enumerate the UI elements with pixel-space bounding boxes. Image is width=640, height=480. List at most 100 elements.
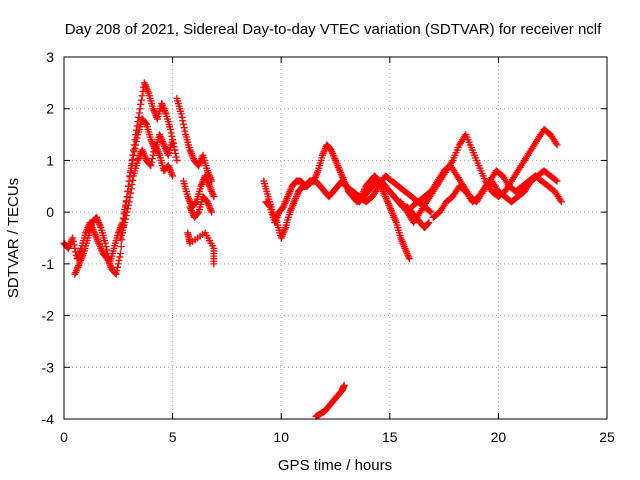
data-point [194, 209, 202, 217]
data-point [122, 215, 130, 223]
data-point [171, 150, 179, 158]
data-point [177, 110, 185, 118]
data-point [192, 199, 200, 207]
y-tick-label: -1 [42, 256, 55, 272]
data-point [128, 181, 136, 189]
data-point [118, 236, 126, 244]
data-point [167, 129, 175, 137]
x-axis-label: GPS time / hours [278, 457, 392, 474]
data-point [130, 141, 138, 149]
data-point [115, 256, 123, 264]
data-point [69, 237, 77, 245]
series-track-l [408, 162, 565, 211]
data-point [130, 148, 138, 156]
data-point [142, 119, 150, 127]
series-track-m [429, 167, 561, 221]
data-point [129, 176, 137, 184]
data-point [123, 208, 131, 216]
series-track-n [312, 381, 348, 420]
data-point [112, 270, 120, 278]
data-point [425, 218, 433, 226]
data-point [114, 263, 122, 271]
data-point [169, 139, 177, 147]
y-axis-label: SDTVAR / TECUs [5, 178, 22, 298]
data-point [178, 113, 186, 121]
data-point [125, 198, 133, 206]
data-point [173, 156, 181, 164]
data-point [179, 120, 187, 128]
data-point [132, 131, 140, 139]
data-point [210, 260, 218, 268]
data-point [138, 92, 146, 100]
x-tick-label: 20 [491, 429, 507, 445]
data-point [135, 113, 143, 121]
series-track-e [179, 172, 218, 211]
data-point [210, 193, 218, 201]
data-point [405, 255, 413, 263]
x-tick-label: 15 [382, 429, 398, 445]
grid-lines [64, 57, 607, 419]
data-point [181, 127, 189, 135]
axis-ticks: 0 5 10 15 20 25 -4 -3 -2 -1 0 1 2 3 [42, 49, 615, 445]
data-point [340, 381, 348, 389]
series-track-c [116, 141, 177, 242]
data-point [116, 253, 124, 261]
data-point [552, 176, 560, 184]
data-point [427, 208, 435, 216]
data-point [424, 219, 432, 227]
data-point [136, 105, 144, 113]
series-track-i [262, 141, 413, 263]
data-point [137, 96, 145, 104]
data-point [103, 246, 111, 254]
data-point [553, 177, 561, 185]
data-point [137, 100, 145, 108]
data-point [148, 155, 156, 163]
chart-title: Day 208 of 2021, Sidereal Day-to-day VTE… [65, 21, 602, 38]
series-track-a [60, 115, 181, 278]
data-point [102, 243, 110, 251]
data-point [114, 260, 122, 268]
data-point [172, 153, 180, 161]
data-point [147, 162, 155, 170]
y-tick-label: 1 [46, 152, 54, 168]
x-tick-label: 25 [599, 429, 615, 445]
data-point [131, 144, 139, 152]
data-point [168, 132, 176, 140]
data-point [101, 239, 109, 247]
data-point [208, 208, 216, 216]
data-point [133, 122, 141, 130]
data-point [70, 241, 78, 249]
data-point [121, 218, 129, 226]
data-marks [60, 79, 565, 420]
y-tick-label: 2 [46, 101, 54, 117]
data-point [180, 124, 188, 132]
y-tick-label: -2 [42, 308, 55, 324]
data-point [127, 189, 135, 197]
x-tick-label: 0 [60, 429, 68, 445]
data-point [126, 193, 134, 201]
data-point [266, 202, 274, 210]
series-track-f [186, 193, 216, 221]
data-point [170, 143, 178, 151]
data-point [179, 117, 187, 125]
data-point [71, 244, 79, 252]
y-tick-label: -3 [42, 359, 55, 375]
data-point [129, 151, 137, 159]
y-tick-label: -4 [42, 411, 55, 427]
y-tick-label: 0 [46, 204, 54, 220]
data-point [169, 136, 177, 144]
data-point [171, 146, 179, 154]
data-point [166, 125, 174, 133]
data-point [169, 172, 177, 180]
series-track-g [184, 229, 218, 268]
plot-frame [63, 56, 608, 420]
x-tick-label: 5 [169, 429, 177, 445]
data-point [149, 151, 157, 159]
data-point [117, 243, 125, 251]
data-point [124, 205, 132, 213]
data-point [135, 109, 143, 117]
data-point [557, 198, 565, 206]
data-point [130, 146, 138, 154]
data-point [134, 118, 142, 126]
data-point [113, 267, 121, 275]
